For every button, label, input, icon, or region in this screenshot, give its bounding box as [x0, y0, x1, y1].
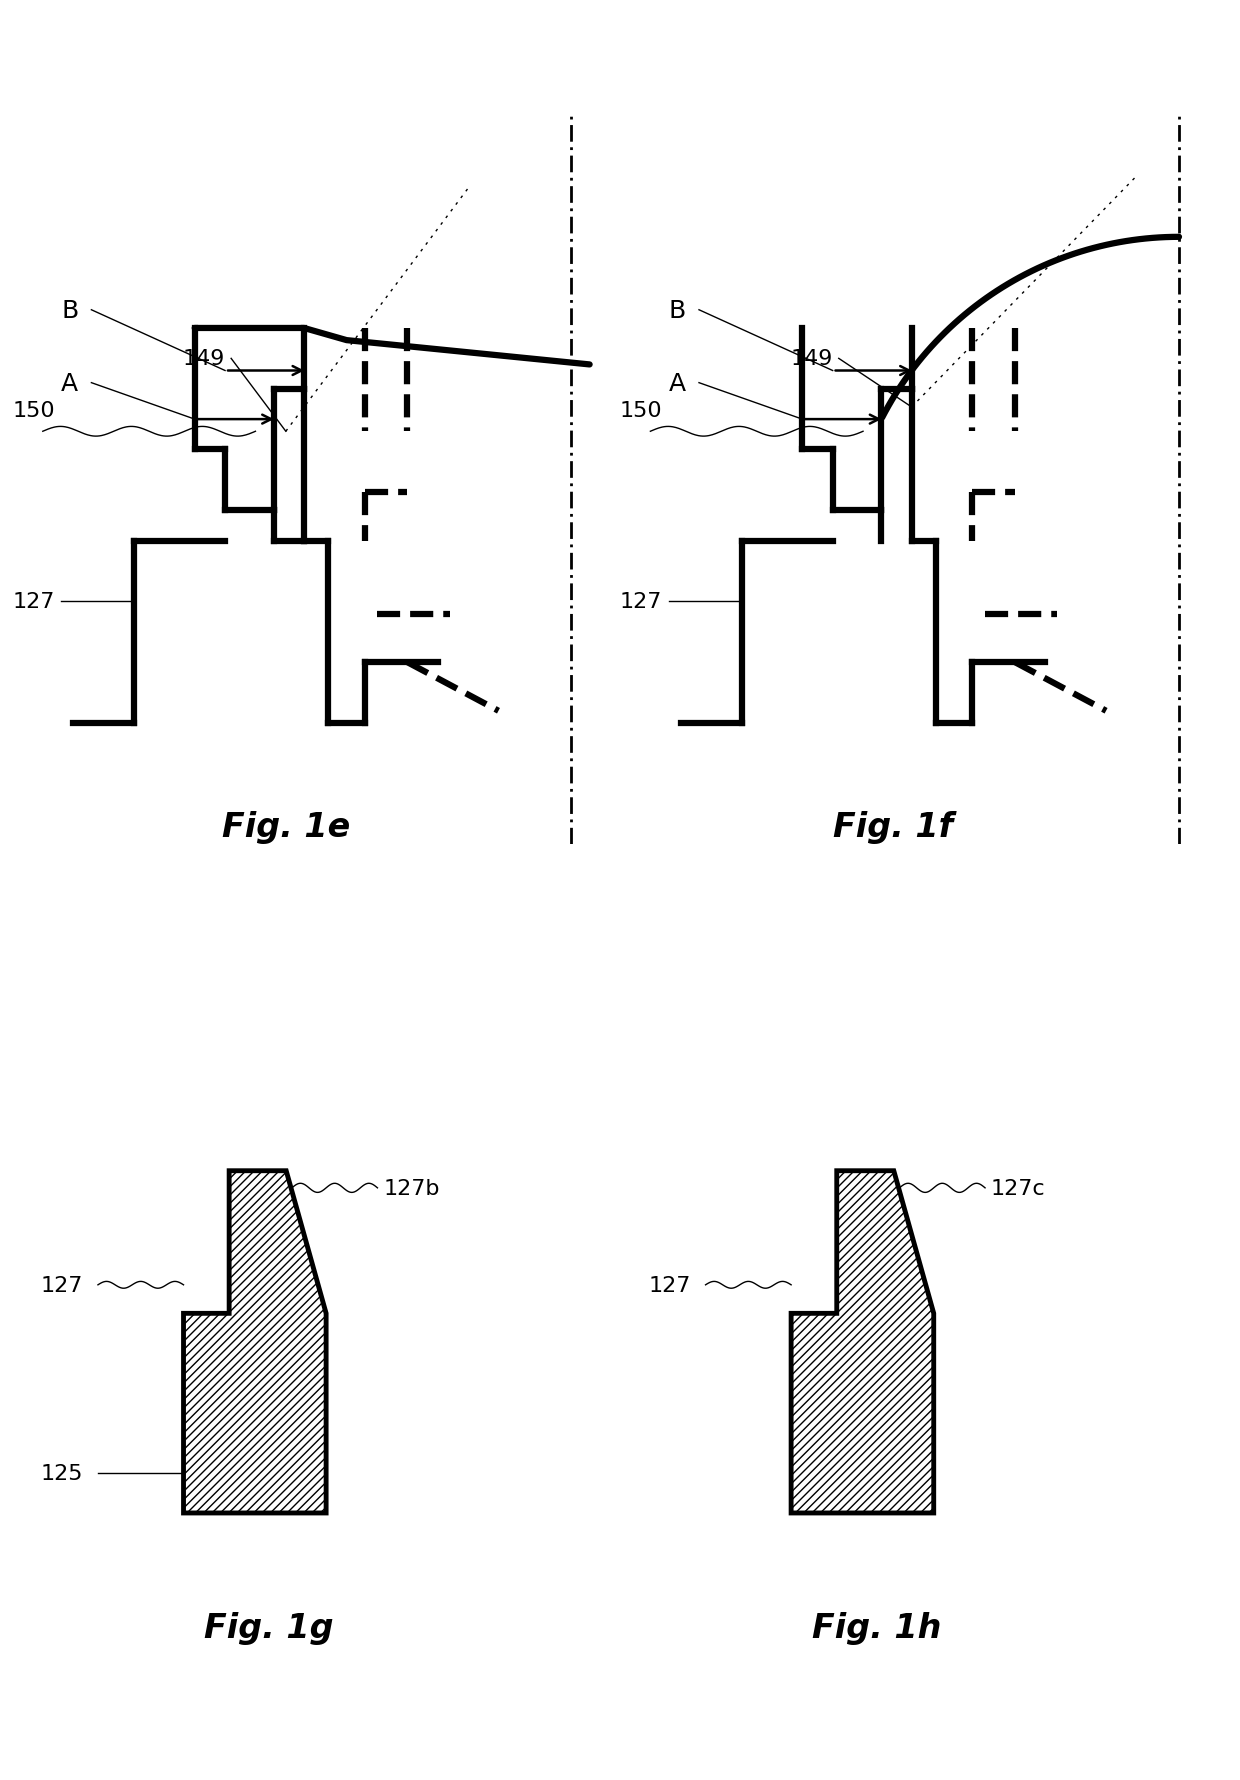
Text: 127: 127 — [649, 1274, 691, 1296]
Text: Fig. 1g: Fig. 1g — [205, 1611, 334, 1643]
Text: B: B — [668, 299, 686, 322]
Text: 127: 127 — [12, 593, 55, 612]
Text: 150: 150 — [620, 400, 662, 420]
Text: Fig. 1f: Fig. 1f — [833, 810, 954, 844]
Text: 149: 149 — [790, 349, 832, 368]
Text: A: A — [668, 372, 686, 395]
Text: 125: 125 — [41, 1463, 83, 1483]
Text: Fig. 1h: Fig. 1h — [812, 1611, 941, 1643]
Text: A: A — [61, 372, 78, 395]
Polygon shape — [791, 1171, 934, 1513]
Text: 127c: 127c — [991, 1178, 1045, 1198]
Text: 127: 127 — [41, 1274, 83, 1296]
Text: 127b: 127b — [383, 1178, 440, 1198]
Text: 127: 127 — [620, 593, 662, 612]
Text: 149: 149 — [182, 349, 224, 368]
Text: 150: 150 — [12, 400, 55, 420]
Text: Fig. 1e: Fig. 1e — [222, 810, 350, 844]
Text: B: B — [61, 299, 78, 322]
Polygon shape — [184, 1171, 326, 1513]
